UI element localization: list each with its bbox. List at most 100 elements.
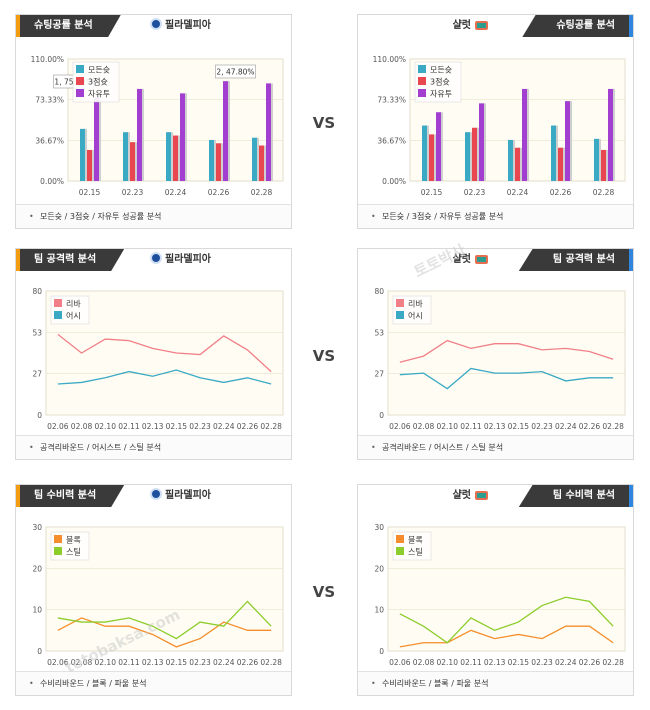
y-tick-label: 0 <box>37 411 42 420</box>
x-tick-label: 02.24 <box>165 188 187 197</box>
chart-area: 0 10 20 30 02.06 02.08 02.10 02.11 02.13 02.15 02.… <box>16 507 291 681</box>
y-tick-label: 0 <box>37 647 42 656</box>
y-tick-label: 10 <box>32 606 42 615</box>
legend-swatch-자유투 <box>418 89 426 97</box>
team-name-label: 필라델피아 <box>150 15 211 37</box>
chart-area: 0.00% 36.67% 73.33% 110.00% 02.15 02.23 02.24 0… <box>358 37 633 211</box>
panel-defense-philadelphia: 팀 수비력 분석 필라델피아 0 10 20 30 02.06 02.08 02.10 02.11… <box>15 484 292 696</box>
legend-swatch-자유투 <box>76 89 84 97</box>
series-line-어시 <box>399 367 614 390</box>
panel-footer: 공격리바운드 / 어시스트 / 스틸 분석 <box>16 435 291 460</box>
y-tick-label: 20 <box>374 564 384 573</box>
x-tick-label: 02.28 <box>260 422 282 431</box>
legend-label-블록: 블록 <box>408 535 423 545</box>
x-tick-label: 02.24 <box>213 422 235 431</box>
x-tick-label: 02.13 <box>142 422 164 431</box>
bar-모든슛 <box>80 128 85 181</box>
bar-모든슛 <box>508 139 513 181</box>
panel-header: 팀 수비력 분석 필라델피아 <box>16 485 291 507</box>
legend-swatch-리바 <box>54 299 62 307</box>
panel-offense-charlotte: 팀 공격력 분석 샬럿 0 27 53 80 02.06 02.08 02.10 02.11 02.… <box>357 248 634 460</box>
bar-자유투 <box>436 112 441 181</box>
y-tick-label: 36.67% <box>377 136 406 145</box>
bar-자유투 <box>608 88 613 181</box>
x-tick-label: 02.23 <box>189 658 211 667</box>
x-tick-label: 02.13 <box>484 422 506 431</box>
team-name: 필라델피아 <box>165 490 211 501</box>
panel-title: 팀 공격력 분석 <box>518 249 633 271</box>
y-tick-label: 36.67% <box>35 136 64 145</box>
x-tick-label: 02.13 <box>484 658 506 667</box>
bar-3점슛 <box>472 127 477 181</box>
x-tick-label: 02.06 <box>47 658 69 667</box>
x-tick-label: 02.08 <box>71 658 93 667</box>
panel-header: 팀 수비력 분석 샬럿 <box>358 485 633 507</box>
panel-footer: 공격리바운드 / 어시스트 / 스틸 분석 <box>358 435 633 460</box>
chart-area: 0 10 20 30 02.06 02.08 02.10 02.11 02.13 02.15 02.… <box>358 507 633 681</box>
bar-3점슛 <box>515 147 520 181</box>
panel-shooting-charlotte: 슈팅공률 분석 샬럿 0.00% 36.67% 73.33% 110.00% 02.15 02… <box>357 14 634 229</box>
x-tick-label: 02.28 <box>602 422 624 431</box>
bar-자유투 <box>479 103 484 181</box>
x-tick-label: 02.10 <box>95 422 117 431</box>
panel-footer: 수비리바운드 / 블록 / 파울 분석 <box>16 671 291 696</box>
y-tick-label: 27 <box>32 370 42 379</box>
legend-swatch-블록 <box>396 535 404 543</box>
panel-header: 슈팅공률 분석 샬럿 <box>358 15 633 37</box>
vs-label-shooting: VS <box>312 114 336 132</box>
bar-모든슛 <box>209 139 214 181</box>
bar-3점슛 <box>601 149 606 181</box>
panel-title: 팀 공격력 분석 <box>16 249 125 271</box>
annotation-box <box>215 64 256 79</box>
bar-3점슛 <box>87 149 92 181</box>
x-tick-label: 02.23 <box>531 422 553 431</box>
legend-swatch-3점슛 <box>76 77 84 85</box>
x-tick-label: 02.10 <box>437 422 459 431</box>
series-line-리바 <box>399 339 614 363</box>
x-tick-label: 02.06 <box>389 422 411 431</box>
x-tick-label: 02.11 <box>460 422 482 431</box>
bar-3점슛 <box>558 147 563 181</box>
panel-header: 슈팅공률 분석 필라델피아 <box>16 15 291 37</box>
chart-area: 0 27 53 80 02.06 02.08 02.10 02.11 02.13 02.15 02.… <box>16 271 291 445</box>
y-tick-label: 30 <box>32 523 42 532</box>
panel-offense-philadelphia: 팀 공격력 분석 필라델피아 0 27 53 80 02.06 02.08 02.10 02.11… <box>15 248 292 460</box>
legend-swatch-리바 <box>396 299 404 307</box>
y-tick-label: 20 <box>32 564 42 573</box>
team-name-label: 샬럿 <box>453 485 491 507</box>
y-tick-label: 10 <box>374 606 384 615</box>
chart-area: 0 27 53 80 02.06 02.08 02.10 02.11 02.13 02.15 02.… <box>358 271 633 445</box>
x-tick-label: 02.08 <box>413 422 435 431</box>
team-name-label: 필라델피아 <box>150 485 211 507</box>
x-tick-label: 02.26 <box>208 188 230 197</box>
legend-label-리바: 리바 <box>66 299 81 309</box>
vs-label-defense: VS <box>312 583 336 601</box>
y-tick-label: 27 <box>374 370 384 379</box>
bar-모든슛 <box>166 132 171 181</box>
legend-swatch-어시 <box>54 311 62 319</box>
y-tick-label: 0 <box>379 647 384 656</box>
legend-label-3점슛: 3점슛 <box>430 77 450 87</box>
bar-자유투 <box>137 88 142 181</box>
chart-svg: 0.00% 36.67% 73.33% 110.00% 02.15 02.23 02.24 0… <box>31 55 284 197</box>
x-tick-label: 02.15 <box>508 658 530 667</box>
x-tick-label: 02.26 <box>237 658 259 667</box>
bar-3점슛 <box>429 134 434 181</box>
x-tick-label: 02.26 <box>550 188 572 197</box>
series-line-어시 <box>57 369 272 385</box>
legend-label-모든슛: 모든슛 <box>430 66 452 75</box>
x-tick-label: 02.23 <box>464 188 486 197</box>
x-tick-label: 02.24 <box>555 658 577 667</box>
x-tick-label: 02.15 <box>508 422 530 431</box>
x-tick-label: 02.11 <box>118 658 140 667</box>
y-tick-label: 0.00% <box>382 177 406 186</box>
legend-label-자유투: 자유투 <box>88 90 110 99</box>
x-tick-label: 02.26 <box>579 658 601 667</box>
x-tick-label: 02.28 <box>260 658 282 667</box>
bar-3점슛 <box>173 135 178 181</box>
x-tick-label: 02.06 <box>389 658 411 667</box>
